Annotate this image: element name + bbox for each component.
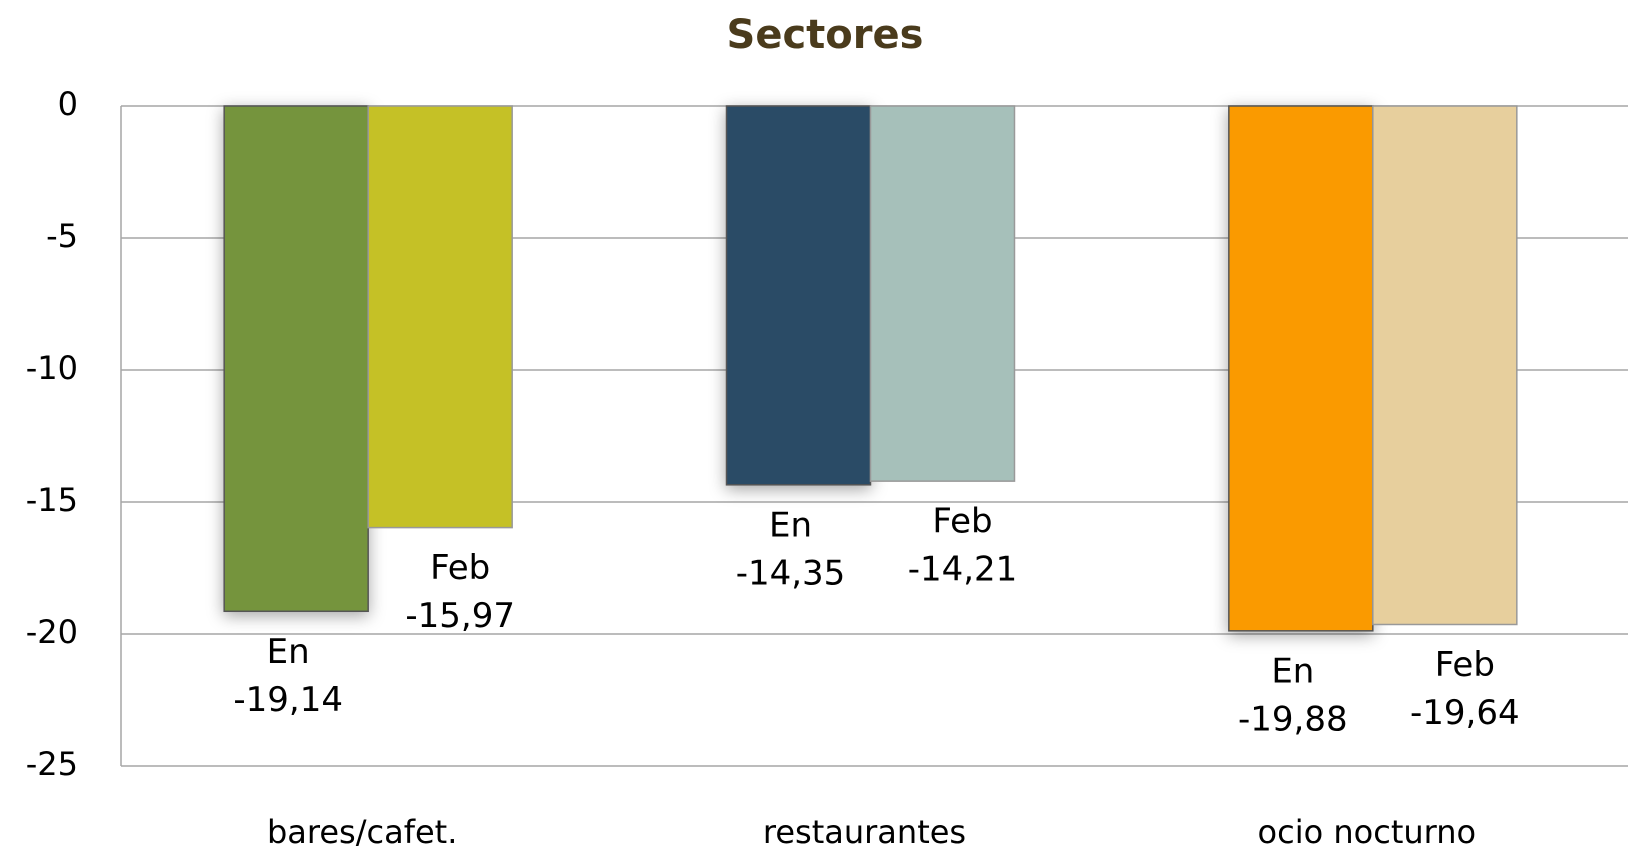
y-tick-label: 0 xyxy=(58,85,78,123)
data-label: -15,97 xyxy=(405,596,515,636)
y-tick-label: -15 xyxy=(26,481,78,519)
data-label: -19,64 xyxy=(1410,693,1520,733)
data-label-name: En xyxy=(1271,651,1314,691)
bar xyxy=(869,105,1016,482)
data-label-name: Feb xyxy=(1435,645,1495,685)
data-label-name: Feb xyxy=(932,502,992,542)
data-label: -14,21 xyxy=(908,550,1018,590)
data-label: -19,14 xyxy=(233,680,343,720)
y-tick-label: -10 xyxy=(26,349,78,387)
x-tick-label: ocio nocturno xyxy=(1258,813,1477,851)
data-label-name: En xyxy=(769,505,812,545)
x-tick-label: bares/cafet. xyxy=(267,813,457,851)
chart-title: Sectores xyxy=(727,12,924,58)
bar xyxy=(1228,105,1374,632)
x-tick-label: restaurantes xyxy=(763,813,966,851)
data-label: -14,35 xyxy=(736,553,846,593)
y-tick-label: -25 xyxy=(26,745,78,783)
data-label-name: En xyxy=(267,632,310,672)
data-label: -19,88 xyxy=(1238,699,1348,739)
bar xyxy=(725,105,872,486)
y-tick-label: -5 xyxy=(46,217,78,255)
data-label-name: Feb xyxy=(430,548,490,588)
bar xyxy=(1372,105,1518,626)
bar xyxy=(223,105,369,613)
y-tick-label: -20 xyxy=(26,613,78,651)
bar xyxy=(367,105,513,529)
